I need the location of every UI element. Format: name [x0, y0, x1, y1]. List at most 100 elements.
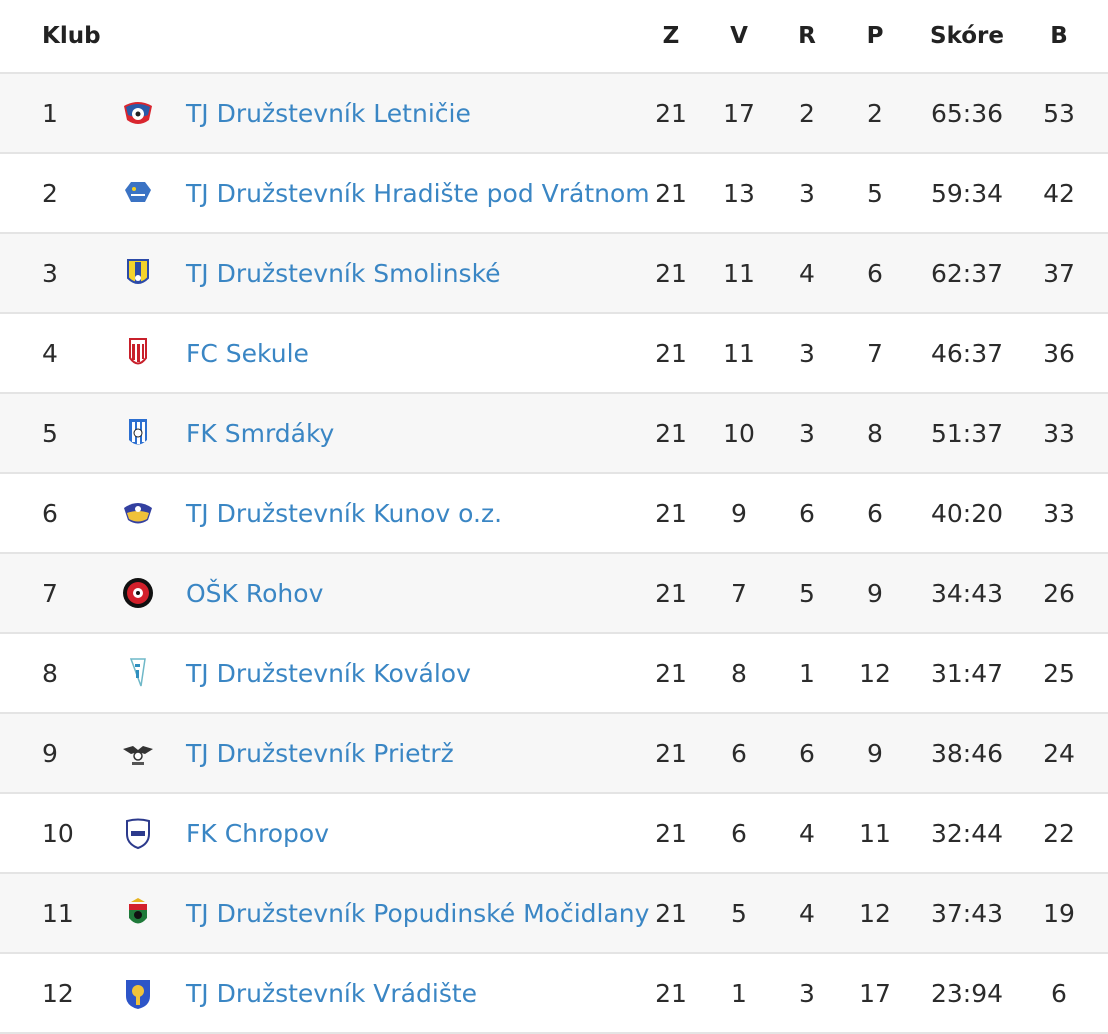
row-position: 6 — [42, 498, 58, 528]
club-crest-icon — [123, 578, 153, 608]
row-points: 53 — [1043, 98, 1075, 128]
club-logo-icon[interactable] — [118, 554, 158, 632]
row-points: 25 — [1043, 658, 1075, 688]
club-name-link[interactable]: FK Chropov — [186, 818, 330, 848]
row-points: 42 — [1043, 178, 1075, 208]
row-position: 5 — [42, 418, 58, 448]
row-position: 12 — [42, 978, 74, 1008]
row-played: 21 — [655, 178, 687, 208]
club-crest-icon — [126, 818, 150, 850]
row-position: 7 — [42, 578, 58, 608]
header-losses[interactable]: P — [866, 22, 884, 49]
row-losses: 8 — [867, 418, 883, 448]
header-club[interactable]: Klub — [42, 22, 101, 49]
row-draws: 6 — [799, 498, 815, 528]
club-crest-icon — [129, 658, 146, 687]
row-points: 37 — [1043, 258, 1075, 288]
row-losses: 9 — [867, 578, 883, 608]
table-row: 10 FK Chropov 21 6 4 11 32:44 22 — [0, 794, 1108, 874]
row-wins: 13 — [723, 178, 755, 208]
row-played: 21 — [655, 898, 687, 928]
row-points: 33 — [1043, 498, 1075, 528]
row-wins: 11 — [723, 258, 755, 288]
row-played: 21 — [655, 738, 687, 768]
club-name-link[interactable]: FK Smrdáky — [186, 418, 335, 448]
club-name-link[interactable]: TJ Družstevník Kunov o.z. — [186, 498, 503, 528]
header-points[interactable]: B — [1050, 22, 1068, 49]
row-draws: 4 — [799, 898, 815, 928]
row-wins: 6 — [731, 738, 747, 768]
row-position: 10 — [42, 818, 74, 848]
club-logo-icon[interactable] — [118, 954, 158, 1032]
table-row: 2 TJ Družstevník Hradište pod Vrátnom 21… — [0, 154, 1108, 234]
club-logo-icon[interactable] — [118, 634, 158, 712]
row-score: 46:37 — [930, 338, 1004, 368]
table-row: 4 FC Sekule 21 11 3 7 46:37 36 — [0, 314, 1108, 394]
row-points: 22 — [1043, 818, 1075, 848]
table-row: 9 TJ Družstevník Prietrž 21 6 6 9 38:46 … — [0, 714, 1108, 794]
row-wins: 8 — [731, 658, 747, 688]
row-score: 34:43 — [930, 578, 1004, 608]
club-name-link[interactable]: TJ Družstevník Letničie — [186, 98, 471, 128]
club-name-link[interactable]: TJ Družstevník Prietrž — [186, 738, 454, 768]
club-name-link[interactable]: TJ Družstevník Koválov — [186, 658, 471, 688]
row-played: 21 — [655, 818, 687, 848]
row-points: 24 — [1043, 738, 1075, 768]
club-crest-icon — [129, 419, 147, 445]
row-played: 21 — [655, 978, 687, 1008]
club-logo-icon[interactable] — [118, 234, 158, 312]
club-logo-icon[interactable] — [118, 394, 158, 472]
club-crest-icon — [127, 259, 149, 284]
row-draws: 3 — [799, 338, 815, 368]
club-logo-icon[interactable] — [118, 74, 158, 152]
club-crest-icon — [126, 980, 150, 1009]
club-name-link[interactable]: FC Sekule — [186, 338, 309, 368]
row-draws: 3 — [799, 418, 815, 448]
row-losses: 5 — [867, 178, 883, 208]
club-crest-icon — [123, 746, 153, 765]
club-name-link[interactable]: TJ Družstevník Vrádište — [186, 978, 478, 1008]
row-points: 36 — [1043, 338, 1075, 368]
club-logo-icon[interactable] — [118, 714, 158, 792]
row-score: 37:43 — [930, 898, 1004, 928]
row-played: 21 — [655, 338, 687, 368]
table-row: 12 TJ Družstevník Vrádište 21 1 3 17 23:… — [0, 954, 1108, 1034]
header-score[interactable]: Skóre — [930, 22, 1004, 49]
row-position: 11 — [42, 898, 74, 928]
club-logo-icon[interactable] — [118, 154, 158, 232]
row-wins: 10 — [723, 418, 755, 448]
header-draws[interactable]: R — [798, 22, 816, 49]
club-name-link[interactable]: TJ Družstevník Smolinské — [186, 258, 501, 288]
row-score: 65:36 — [930, 98, 1004, 128]
row-score: 40:20 — [930, 498, 1004, 528]
club-name-link[interactable]: TJ Družstevník Hradište pod Vrátnom — [186, 178, 650, 208]
club-logo-icon[interactable] — [118, 794, 158, 872]
club-logo-icon[interactable] — [118, 874, 158, 952]
row-draws: 4 — [799, 818, 815, 848]
row-losses: 7 — [867, 338, 883, 368]
row-score: 51:37 — [930, 418, 1004, 448]
row-score: 31:47 — [930, 658, 1004, 688]
row-position: 8 — [42, 658, 58, 688]
club-logo-icon[interactable] — [118, 314, 158, 392]
row-wins: 1 — [731, 978, 747, 1008]
row-played: 21 — [655, 578, 687, 608]
row-played: 21 — [655, 98, 687, 128]
row-score: 38:46 — [930, 738, 1004, 768]
row-losses: 2 — [867, 98, 883, 128]
table-row: 6 TJ Družstevník Kunov o.z. 21 9 6 6 40:… — [0, 474, 1108, 554]
header-wins[interactable]: V — [730, 22, 748, 49]
club-logo-icon[interactable] — [118, 474, 158, 552]
club-name-link[interactable]: TJ Družstevník Popudinské Močidlany — [186, 898, 650, 928]
row-wins: 17 — [723, 98, 755, 128]
row-wins: 5 — [731, 898, 747, 928]
row-draws: 4 — [799, 258, 815, 288]
table-row: 3 TJ Družstevník Smolinské 21 11 4 6 62:… — [0, 234, 1108, 314]
club-name-link[interactable]: OŠK Rohov — [186, 578, 324, 608]
row-wins: 9 — [731, 498, 747, 528]
header-played[interactable]: Z — [662, 22, 680, 49]
row-played: 21 — [655, 258, 687, 288]
row-score: 62:37 — [930, 258, 1004, 288]
row-wins: 7 — [731, 578, 747, 608]
